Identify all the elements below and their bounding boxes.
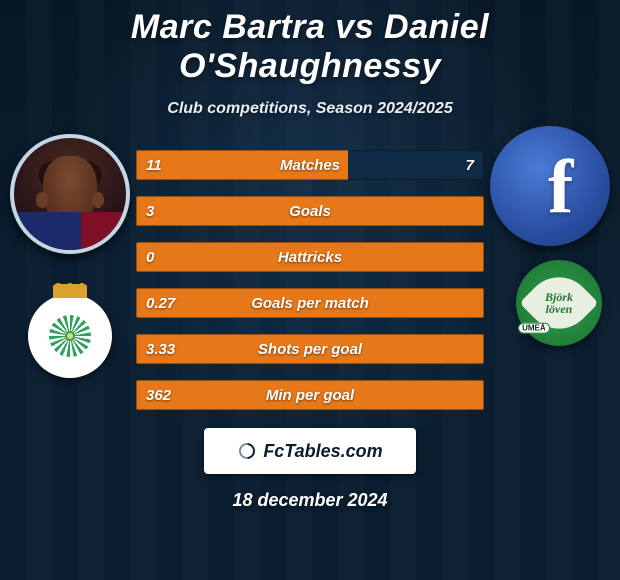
stat-row: 117Matches xyxy=(136,150,484,180)
stat-value-left: 11 xyxy=(136,150,172,180)
facebook-icon[interactable]: f xyxy=(490,126,610,246)
stat-row: 362Min per goal xyxy=(136,380,484,410)
stat-value-right: 7 xyxy=(456,150,484,180)
fctables-icon xyxy=(237,441,257,461)
watermark-label: FcTables.com xyxy=(263,441,382,462)
stat-value-left: 3.33 xyxy=(136,334,185,364)
stat-value-left: 0 xyxy=(136,242,164,272)
stat-value-left: 362 xyxy=(136,380,181,410)
stat-value-left: 3 xyxy=(136,196,164,226)
stat-row: 3Goals xyxy=(136,196,484,226)
stat-row: 0.27Goals per match xyxy=(136,288,484,318)
club-left-badge xyxy=(28,294,112,378)
player-left-avatar xyxy=(10,134,130,254)
stat-value-left: 0.27 xyxy=(136,288,185,318)
stat-row: 0Hattricks xyxy=(136,242,484,272)
stats-comparison: 117Matches3Goals0Hattricks0.27Goals per … xyxy=(136,150,484,410)
page-title: Marc Bartra vs Daniel O'Shaughnessy xyxy=(0,0,620,86)
watermark-fctables[interactable]: FcTables.com xyxy=(204,428,416,474)
date: 18 december 2024 xyxy=(0,490,620,511)
club-right-badge xyxy=(516,260,602,346)
stat-row: 3.33Shots per goal xyxy=(136,334,484,364)
subtitle: Club competitions, Season 2024/2025 xyxy=(0,100,620,118)
